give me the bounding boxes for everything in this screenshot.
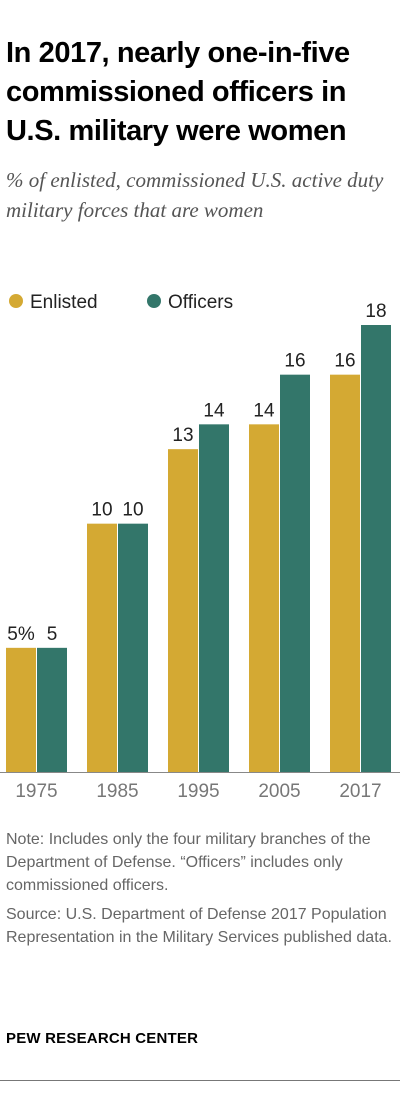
data-label-enlisted-1995: 13 (172, 425, 193, 446)
data-label-enlisted-1985: 10 (91, 500, 112, 521)
bar-officers-1975 (37, 647, 67, 772)
x-tick-label-1985: 1985 (96, 781, 138, 802)
data-label-officers-1985: 10 (122, 500, 143, 521)
data-label-enlisted-2005: 14 (253, 400, 275, 421)
data-label-officers-2017: 18 (365, 301, 386, 322)
legend-label-enlisted: Enlisted (30, 292, 98, 313)
brand-logo-text: PEW RESEARCH CENTER (6, 1030, 199, 1047)
bar-enlisted-1975 (6, 647, 36, 772)
bar-enlisted-1995 (168, 449, 198, 772)
bar-enlisted-2017 (330, 374, 360, 772)
data-label-officers-2005: 16 (284, 351, 305, 372)
legend-swatch-officers (147, 294, 161, 308)
bar-enlisted-2005 (249, 424, 279, 772)
bar-officers-2005 (280, 374, 310, 772)
legend-label-officers: Officers (168, 292, 233, 313)
data-label-officers-1975: 5 (47, 624, 58, 645)
data-label-officers-1995: 14 (203, 400, 225, 421)
data-label-enlisted-1975: 5% (7, 624, 35, 645)
chart-source: Source: U.S. Department of Defense 2017 … (6, 906, 392, 946)
x-tick-label-1995: 1995 (177, 781, 219, 802)
chart-title: In 2017, nearly one-in-five commissioned… (6, 37, 350, 147)
bar-chart: Enlisted Officers 5% 5 1975 10 10 1985 13 14 1995 1… (0, 292, 400, 802)
bar-officers-1995 (199, 424, 229, 772)
x-tick-label-2017: 2017 (339, 781, 381, 802)
chart-subtitle: % of enlisted, commissioned U.S. active … (6, 168, 384, 222)
bar-enlisted-1985 (87, 523, 117, 772)
chart-note: Note: Includes only the four military br… (6, 831, 371, 894)
x-tick-label-2005: 2005 (258, 781, 300, 802)
x-tick-label-1975: 1975 (15, 781, 57, 802)
legend-swatch-enlisted (9, 294, 23, 308)
bottom-divider (0, 1080, 400, 1081)
data-label-enlisted-2017: 16 (334, 351, 355, 372)
bar-officers-2017 (361, 325, 391, 772)
bar-officers-1985 (118, 523, 148, 772)
